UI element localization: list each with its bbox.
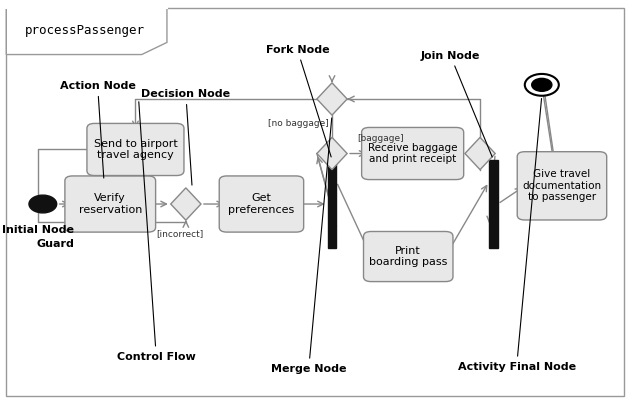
- Text: Receive baggage
and print receipt: Receive baggage and print receipt: [368, 143, 457, 164]
- Text: Control Flow: Control Flow: [117, 102, 195, 362]
- Text: Fork Node: Fork Node: [266, 44, 331, 157]
- Text: processPassenger: processPassenger: [25, 24, 145, 37]
- Text: Join Node: Join Node: [421, 50, 492, 157]
- Text: Action Node: Action Node: [60, 81, 135, 178]
- FancyBboxPatch shape: [517, 152, 607, 220]
- Text: Merge Node: Merge Node: [271, 118, 346, 374]
- Text: Decision Node: Decision Node: [141, 89, 231, 185]
- Polygon shape: [328, 160, 336, 248]
- Text: Give travel
documentation
to passenger: Give travel documentation to passenger: [522, 169, 602, 202]
- Text: Get
preferences: Get preferences: [228, 193, 295, 215]
- Text: Guard: Guard: [37, 240, 74, 249]
- Polygon shape: [465, 137, 495, 170]
- Polygon shape: [171, 188, 201, 220]
- Text: [incorrect]: [incorrect]: [156, 229, 203, 238]
- Polygon shape: [317, 83, 347, 115]
- FancyBboxPatch shape: [364, 231, 453, 282]
- FancyBboxPatch shape: [219, 176, 304, 232]
- Circle shape: [29, 195, 57, 213]
- Text: Verify
reservation: Verify reservation: [79, 193, 142, 215]
- Polygon shape: [317, 137, 347, 170]
- Text: Print
boarding pass: Print boarding pass: [369, 246, 447, 267]
- Text: Send to airport
travel agency: Send to airport travel agency: [94, 139, 177, 160]
- FancyBboxPatch shape: [65, 176, 156, 232]
- Text: [baggage]: [baggage]: [357, 135, 404, 143]
- Circle shape: [532, 78, 552, 91]
- Circle shape: [525, 74, 559, 96]
- Text: Initial Node: Initial Node: [2, 225, 74, 235]
- Text: [no baggage]: [no baggage]: [268, 119, 329, 128]
- FancyBboxPatch shape: [362, 128, 464, 179]
- Polygon shape: [489, 160, 498, 248]
- FancyBboxPatch shape: [87, 124, 184, 175]
- Polygon shape: [6, 8, 167, 55]
- Text: Activity Final Node: Activity Final Node: [457, 99, 576, 372]
